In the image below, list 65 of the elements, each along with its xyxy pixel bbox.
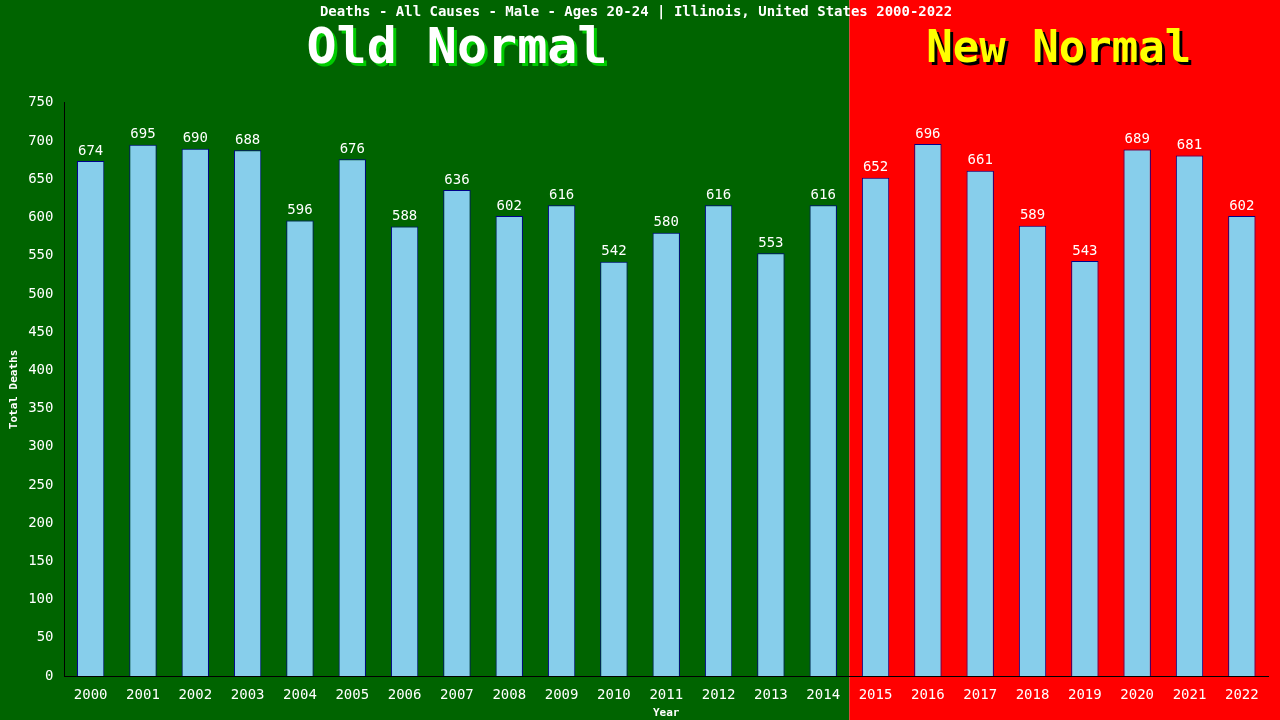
x-tick-label: 2011: [649, 686, 684, 703]
band-label: New Normal: [926, 21, 1192, 73]
data-label: 580: [653, 213, 679, 230]
y-tick-label: 600: [28, 208, 54, 225]
x-tick-label: 2014: [806, 686, 841, 703]
data-label: 688: [234, 130, 261, 147]
y-tick-label: 0: [45, 666, 54, 683]
x-tick-label: 2007: [440, 686, 474, 703]
x-tick-label: 2006: [387, 686, 422, 703]
x-tick-label: 2004: [283, 686, 317, 703]
x-tick-label: 2017: [963, 686, 998, 703]
x-tick-label: 2009: [544, 686, 579, 703]
data-label: 589: [1019, 206, 1046, 223]
x-tick-label: 2008: [492, 686, 527, 703]
x-tick-label: 2002: [178, 686, 213, 703]
data-label: 542: [601, 242, 627, 259]
x-tick-label: 2000: [73, 686, 108, 703]
y-tick-label: 50: [36, 628, 54, 645]
y-tick-label: 150: [28, 552, 54, 568]
data-label: 661: [967, 151, 993, 168]
data-label: 676: [339, 140, 365, 156]
y-tick-label: 500: [28, 284, 54, 301]
y-tick-label: 100: [28, 590, 54, 607]
data-label: 689: [1124, 130, 1150, 147]
x-tick-label: 2015: [858, 686, 893, 703]
data-label: 696: [915, 124, 941, 141]
y-tick-label: 450: [28, 322, 54, 339]
y-tick-label: 300: [28, 437, 54, 454]
y-tick-label: 350: [28, 399, 54, 416]
data-label: 553: [758, 234, 784, 250]
x-tick-label: 2021: [1172, 686, 1207, 703]
y-tick-label: 550: [28, 246, 54, 263]
y-axis-title: Total Deaths: [7, 349, 21, 430]
y-tick-label: 750: [28, 93, 54, 110]
x-tick-label: 2010: [597, 686, 631, 703]
y-tick-label: 400: [28, 360, 54, 377]
y-tick-label: 650: [28, 169, 54, 186]
y-tick-label: 700: [28, 131, 54, 148]
x-tick-label: 2001: [126, 686, 160, 703]
data-label: 674: [78, 141, 104, 158]
x-tick-label: 2003: [230, 686, 265, 703]
data-label: 616: [705, 185, 732, 202]
data-label: 616: [810, 185, 836, 202]
data-label: 690: [182, 129, 208, 146]
data-label: 636: [444, 170, 470, 187]
x-axis-title: Year: [652, 706, 680, 720]
y-tick-label: 200: [28, 513, 54, 530]
data-label: 681: [1176, 136, 1203, 153]
data-label: 652: [862, 158, 889, 175]
x-tick-label: 2005: [335, 686, 370, 703]
data-label: 616: [548, 185, 575, 202]
data-label: 543: [1072, 241, 1098, 258]
x-tick-label: 2012: [701, 686, 736, 703]
x-tick-label: 2020: [1120, 686, 1155, 703]
x-tick-label: 2019: [1068, 686, 1102, 703]
x-tick-label: 2016: [911, 686, 945, 703]
x-tick-label: 2018: [1015, 686, 1050, 703]
data-label: 588: [391, 207, 418, 224]
data-label: 602: [496, 196, 522, 213]
x-tick-label: 2013: [754, 686, 788, 703]
y-tick-label: 250: [28, 475, 54, 492]
x-tick-label: 2022: [1224, 686, 1259, 703]
data-label: 602: [1229, 196, 1255, 213]
data-label: 695: [130, 125, 156, 142]
data-label: 596: [287, 201, 313, 218]
